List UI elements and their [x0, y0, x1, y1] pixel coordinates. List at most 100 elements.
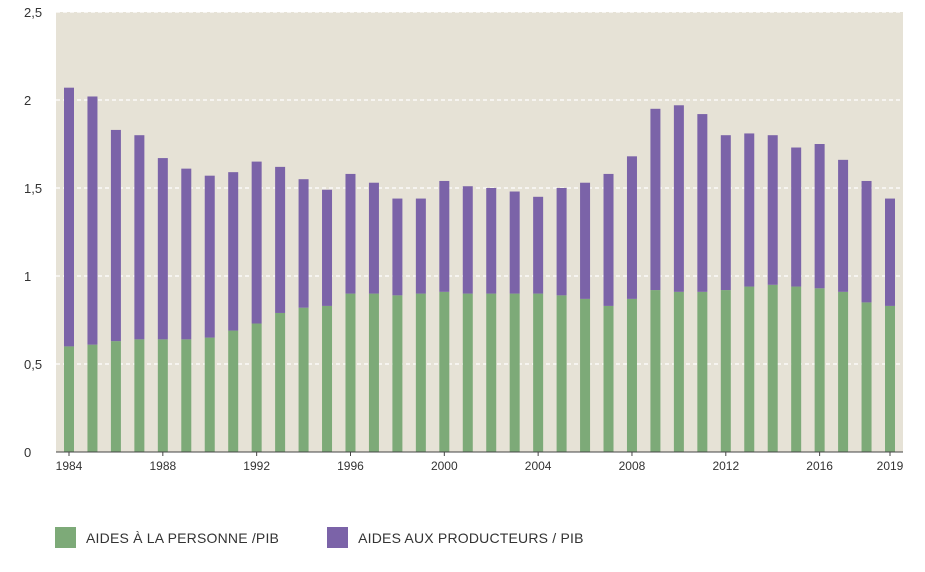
legend-item-aides-producteurs: AIDES AUX PRODUCTEURS / PIB	[327, 527, 584, 548]
bar-aides-personne	[673, 291, 684, 452]
bar-aides-producteurs	[181, 168, 192, 340]
bar-aides-producteurs	[322, 189, 333, 306]
bar-aides-producteurs	[157, 158, 168, 340]
bar-aides-personne	[650, 290, 661, 452]
bar-aides-producteurs	[64, 87, 74, 347]
bar-aides-producteurs	[251, 161, 262, 324]
x-axis-ticks: 1984 1988 1992 1996 2000 2004 2008 2012 2016 2019	[56, 452, 904, 473]
bar-aides-personne	[580, 298, 591, 452]
bar-aides-producteurs	[204, 175, 215, 338]
bar-aides-personne	[251, 323, 262, 452]
bar-aides-personne	[533, 293, 544, 452]
bar-aides-personne	[486, 293, 497, 452]
bar-aides-producteurs	[298, 179, 309, 308]
bar-aides-producteurs	[650, 108, 661, 291]
legend-swatch-aides-producteurs	[327, 527, 349, 548]
y-tick-label: 1,5	[24, 181, 42, 196]
bar-aides-personne	[228, 330, 239, 452]
plot-background	[56, 12, 903, 452]
bar-aides-personne	[626, 298, 637, 452]
bar-aides-producteurs	[767, 135, 778, 285]
bar-aides-personne	[791, 286, 802, 452]
bars	[64, 87, 895, 452]
bar-aides-producteurs	[415, 198, 426, 294]
bar-aides-producteurs	[697, 114, 708, 292]
bar-aides-producteurs	[462, 186, 473, 294]
bar-aides-producteurs	[509, 191, 520, 294]
bar-aides-producteurs	[134, 135, 145, 340]
x-tick-label: 2012	[712, 459, 739, 473]
bar-aides-producteurs	[486, 188, 497, 294]
bar-aides-personne	[814, 288, 825, 452]
bar-aides-personne	[368, 293, 379, 452]
bar-aides-personne	[767, 284, 778, 452]
bar-aides-personne	[134, 339, 145, 452]
bar-aides-personne	[392, 295, 403, 452]
stacked-bar-chart: 0 0,5 1 1,5 2 2,5 1984 1988 1992 1996 2000 2004 200…	[24, 5, 904, 473]
bar-aides-producteurs	[439, 180, 450, 292]
x-tick-label: 1984	[56, 459, 83, 473]
bar-aides-personne	[744, 286, 755, 452]
bar-aides-personne	[204, 337, 215, 452]
x-tick-label: 2016	[806, 459, 833, 473]
bar-aides-personne	[322, 305, 333, 452]
bar-aides-personne	[697, 291, 708, 452]
y-tick-label: 2	[24, 93, 31, 108]
bar-aides-personne	[87, 344, 98, 452]
bar-aides-producteurs	[87, 96, 98, 345]
bar-aides-producteurs	[392, 198, 403, 296]
bar-aides-producteurs	[603, 173, 614, 306]
bar-aides-personne	[415, 293, 426, 452]
y-tick-label: 0,5	[24, 357, 42, 372]
legend-label-aides-personne: AIDES À LA PERSONNE /PIB	[86, 529, 280, 546]
x-tick-label: 2000	[431, 459, 458, 473]
bar-aides-personne	[861, 302, 872, 452]
bar-aides-producteurs	[838, 159, 849, 292]
legend-label-aides-producteurs: AIDES AUX PRODUCTEURS / PIB	[358, 529, 584, 546]
bar-aides-personne	[556, 295, 567, 452]
bar-aides-producteurs	[814, 144, 825, 289]
bar-aides-personne	[462, 293, 473, 452]
x-tick-label: 2004	[525, 459, 552, 473]
x-tick-label: 1988	[149, 459, 176, 473]
bar-aides-personne	[838, 291, 849, 452]
bar-aides-personne	[720, 290, 731, 452]
x-tick-label: 1996	[337, 459, 364, 473]
bar-aides-producteurs	[580, 182, 591, 299]
bar-aides-producteurs	[673, 105, 684, 292]
bar-aides-producteurs	[744, 133, 755, 287]
legend-swatch-aides-personne	[55, 527, 76, 548]
legend: AIDES À LA PERSONNE /PIB AIDES AUX PRODU…	[55, 527, 632, 548]
bar-aides-personne	[181, 339, 192, 452]
x-tick-label: 1992	[243, 459, 270, 473]
bar-aides-producteurs	[368, 182, 379, 294]
bar-aides-personne	[345, 293, 356, 452]
bar-aides-producteurs	[110, 129, 121, 342]
gridlines	[56, 11, 903, 365]
bar-aides-producteurs	[626, 156, 637, 299]
bar-aides-personne	[885, 305, 895, 452]
bar-aides-producteurs	[533, 196, 544, 294]
y-tick-label: 1	[24, 269, 31, 284]
bar-aides-producteurs	[861, 180, 872, 303]
bar-aides-producteurs	[228, 172, 239, 331]
bar-aides-producteurs	[275, 166, 286, 313]
bar-aides-personne	[110, 341, 121, 452]
x-tick-label: 2019	[877, 459, 904, 473]
x-tick-label: 2008	[619, 459, 646, 473]
bar-aides-producteurs	[885, 198, 895, 306]
bar-aides-personne	[439, 291, 450, 452]
bar-aides-producteurs	[791, 147, 802, 287]
bar-aides-personne	[157, 339, 168, 452]
bar-aides-personne	[64, 346, 74, 452]
y-tick-label: 2,5	[24, 5, 42, 20]
legend-item-aides-personne: AIDES À LA PERSONNE /PIB	[55, 527, 279, 548]
y-tick-label: 0	[24, 445, 31, 460]
bar-aides-producteurs	[720, 135, 731, 291]
y-axis-ticks: 0 0,5 1 1,5 2 2,5	[24, 5, 42, 460]
bar-aides-personne	[603, 305, 614, 452]
bar-aides-producteurs	[345, 173, 356, 294]
bar-aides-personne	[509, 293, 520, 452]
bar-aides-personne	[275, 312, 286, 452]
bar-aides-producteurs	[556, 188, 567, 296]
